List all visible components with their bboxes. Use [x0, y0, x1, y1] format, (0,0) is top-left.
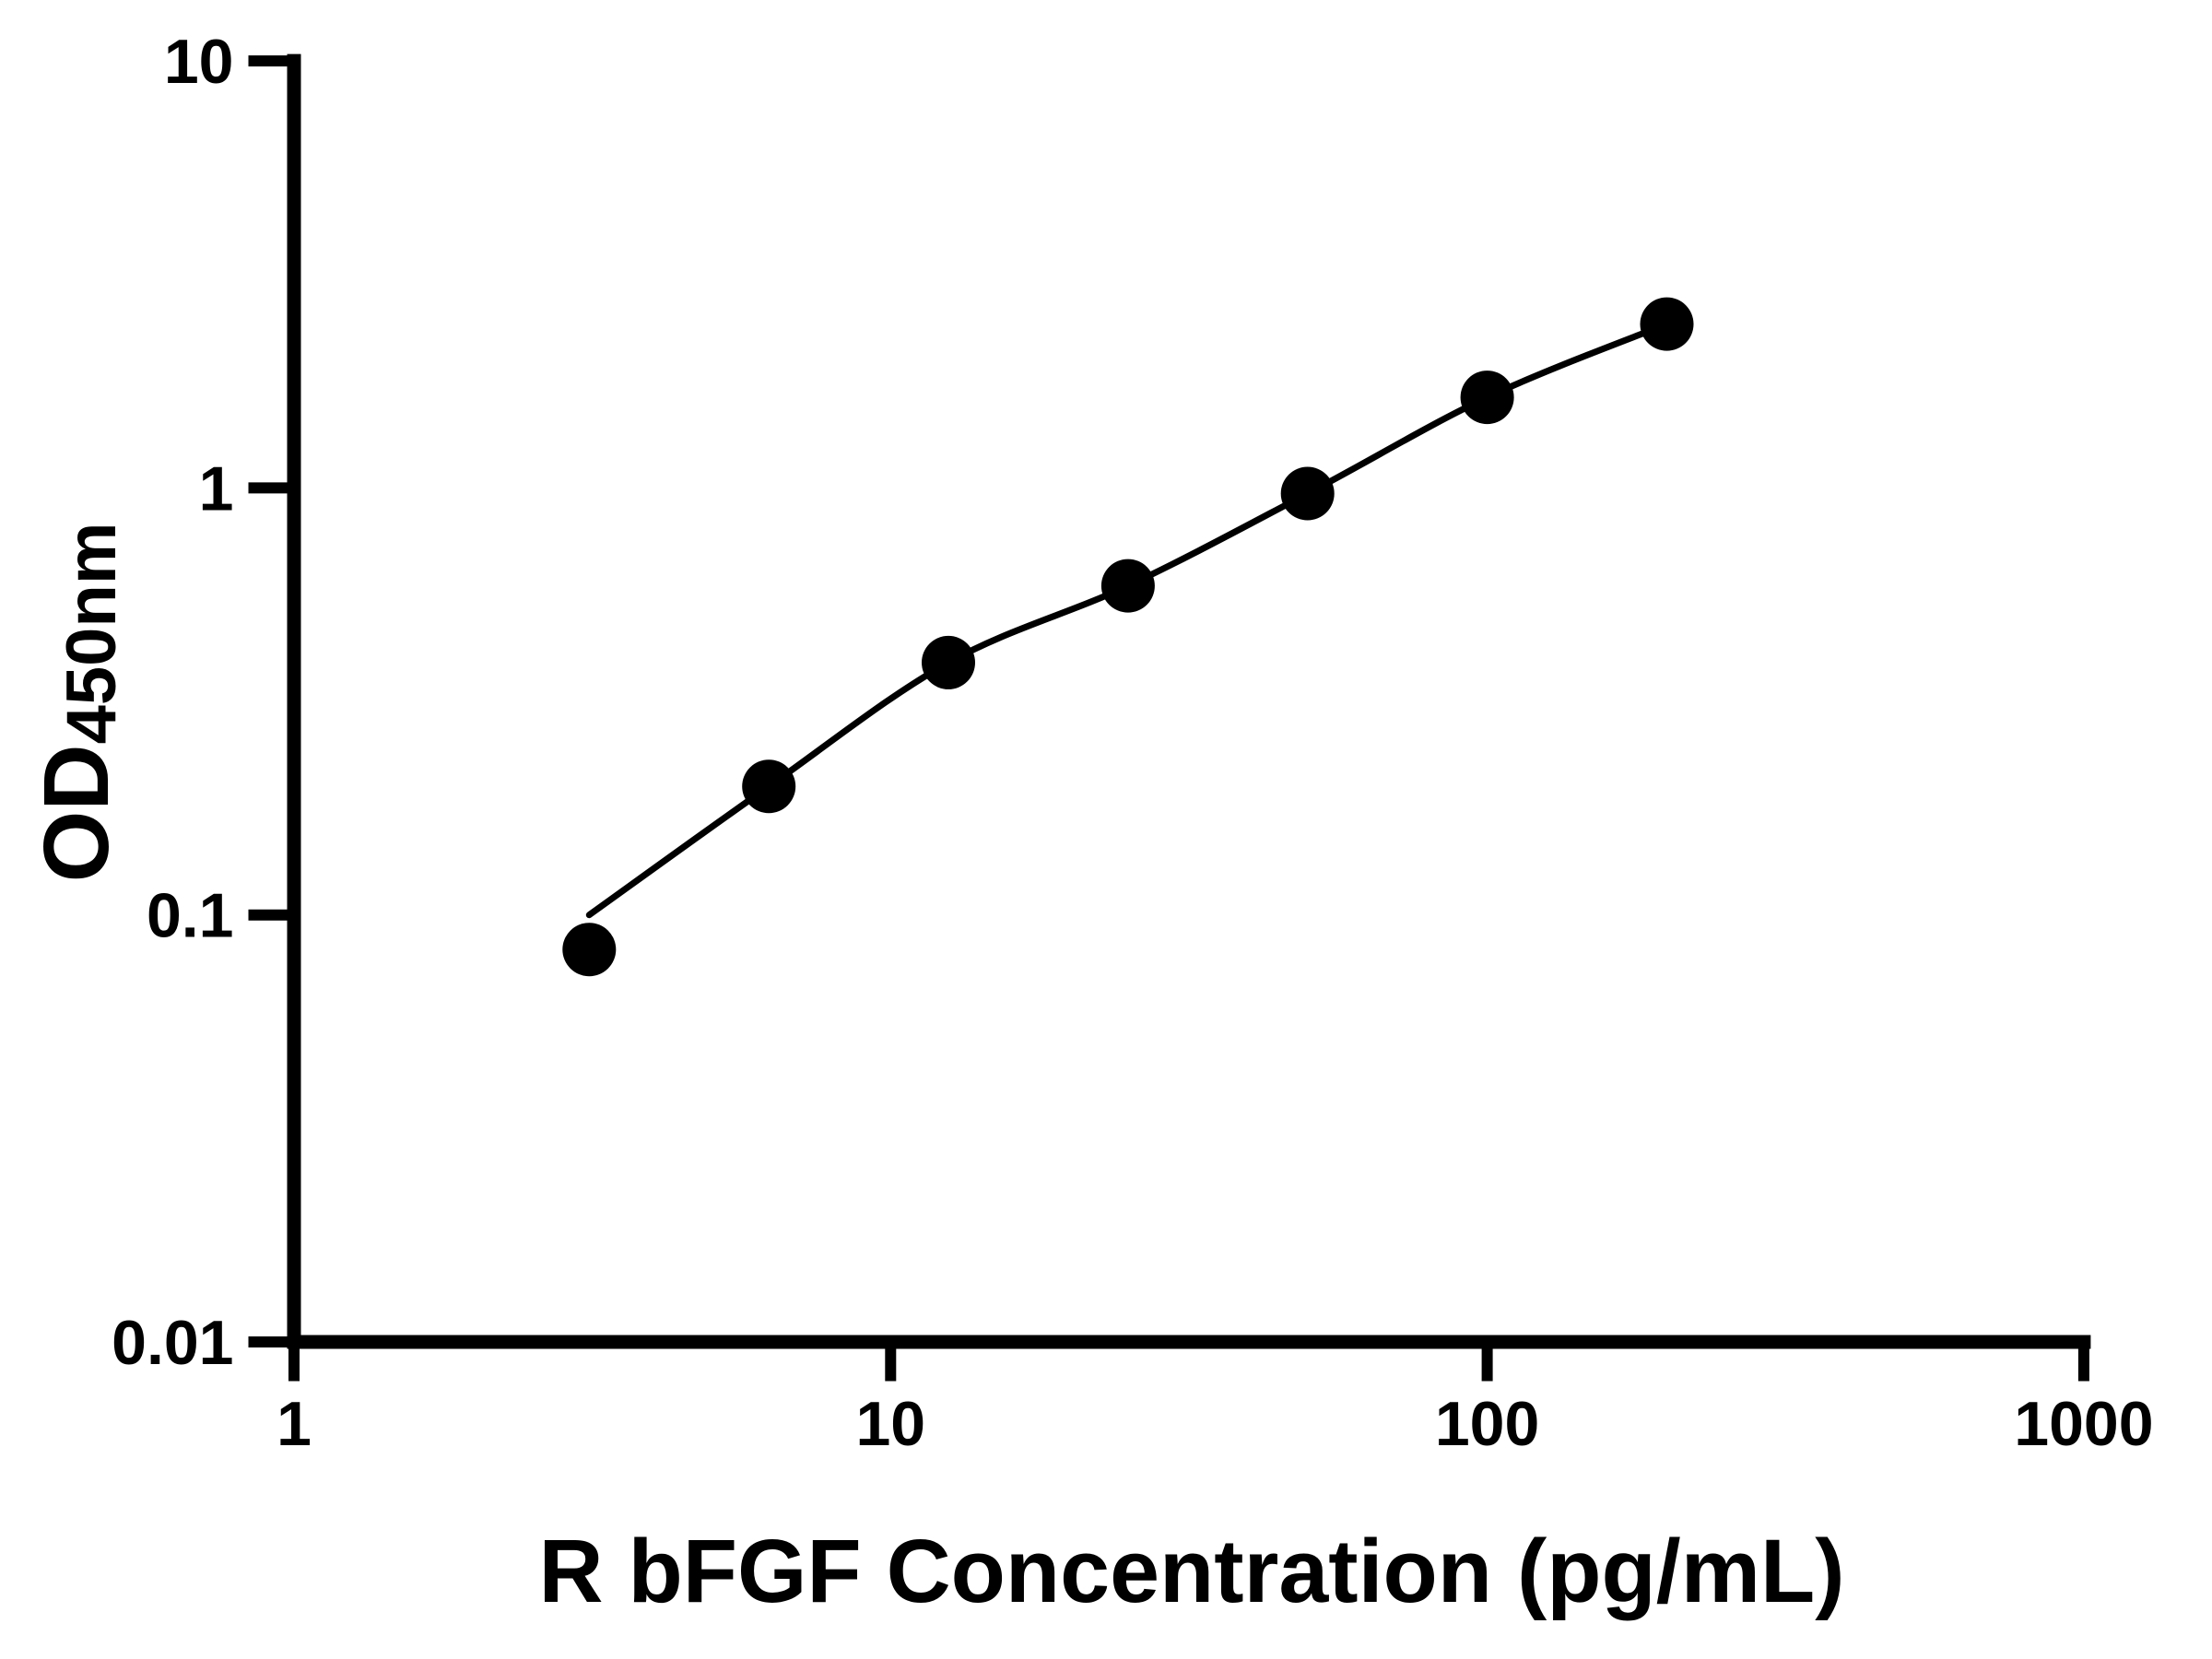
- data-point: [922, 635, 975, 689]
- data-point: [1100, 559, 1155, 613]
- data-point: [742, 759, 796, 814]
- y-tick-label: 1: [199, 453, 234, 524]
- x-axis-title: R bFGF Concentration (pg/mL): [538, 1521, 1844, 1621]
- data-point: [1280, 466, 1335, 521]
- x-tick-label: 1: [276, 1389, 312, 1459]
- y-axis-title-main: OD: [25, 744, 128, 882]
- x-tick-label: 1000: [2014, 1389, 2153, 1459]
- data-point: [1640, 297, 1694, 351]
- x-tick-label: 10: [855, 1389, 925, 1459]
- data-layer: [562, 297, 1694, 977]
- y-tick-label: 10: [164, 27, 234, 97]
- data-point: [562, 923, 617, 977]
- x-tick-label: 100: [1435, 1389, 1539, 1459]
- y-tick-label: 0.1: [147, 881, 234, 951]
- data-point: [1460, 371, 1514, 425]
- y-axis-title-subscript: 450nm: [53, 523, 131, 745]
- y-axis-title: OD450nm: [25, 523, 131, 883]
- axes-layer: 10 1 0.1 0.01 1 10 100 1000: [112, 27, 2153, 1459]
- y-tick-label: 0.01: [112, 1308, 233, 1378]
